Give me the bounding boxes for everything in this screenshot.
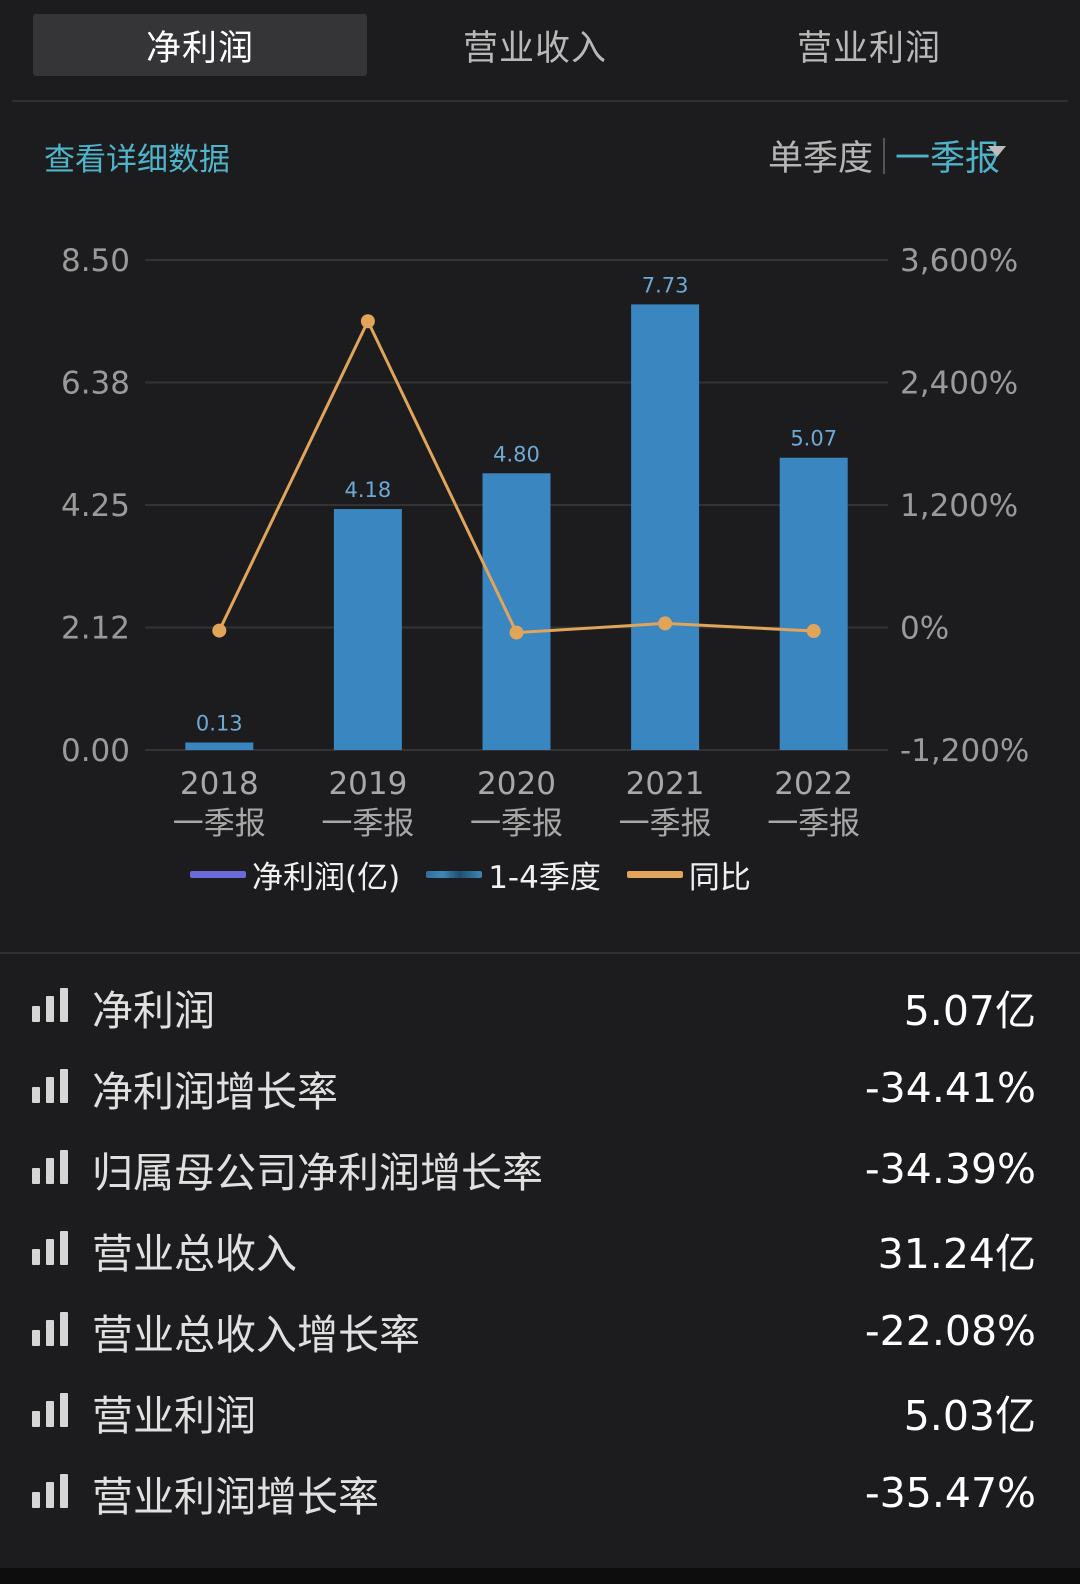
legend-swatch-quarters: [426, 871, 483, 878]
metric-label: 净利润增长率: [92, 1067, 338, 1116]
metric-value: -34.41%: [864, 1063, 1036, 1112]
bar-data-label: 4.18: [345, 478, 392, 502]
y-right-tick-label: 0%: [900, 611, 949, 647]
metric-tabs: 净利润 营业收入 营业利润: [0, 0, 1080, 102]
metrics-list: 净利润 5.07亿 净利润增长率 -34.41% 归属母公司净利润增长率 -34…: [0, 966, 1080, 1533]
yoy-point: [509, 625, 524, 640]
bar-chart-icon: [32, 1312, 70, 1346]
metric-row-net-profit-growth[interactable]: 净利润增长率 -34.41%: [0, 1047, 1080, 1128]
bar-chart-icon: [32, 988, 70, 1022]
x-tick-label-period: 一季报: [619, 806, 712, 842]
yoy-point: [658, 616, 673, 631]
bar-data-label: 5.07: [790, 427, 837, 451]
bar: [185, 742, 254, 750]
chart-legend: 净利润(亿) 1-4季度 同比: [190, 852, 777, 897]
legend-item-quarters[interactable]: 1-4季度: [426, 852, 601, 897]
metric-label: 净利润: [92, 986, 215, 1035]
yoy-point: [212, 623, 227, 638]
bar-chart-icon: [32, 1069, 70, 1103]
section-divider: [0, 952, 1080, 954]
bar-data-label: 4.80: [493, 442, 540, 466]
period-selected-value[interactable]: 一季报: [894, 139, 1000, 179]
metric-row-net-profit[interactable]: 净利润 5.07亿: [0, 966, 1080, 1047]
y-left-tick-label: 6.38: [61, 366, 130, 402]
bar: [482, 473, 551, 750]
metric-label: 营业总收入: [92, 1229, 297, 1278]
bar: [779, 457, 848, 750]
legend-swatch-yoy: [626, 871, 683, 878]
legend-item-net-profit[interactable]: 净利润(亿): [190, 852, 400, 897]
x-tick-label-year: 2018: [180, 766, 259, 802]
metric-row-total-revenue-growth[interactable]: 营业总收入增长率 -22.08%: [0, 1290, 1080, 1371]
bar-data-label: 7.73: [642, 273, 689, 297]
metric-value: 5.07亿: [903, 986, 1036, 1035]
net-profit-chart: 8.50 6.38 4.25 2.12 0.00 3,600% 2,400% 1,200% 0%…: [61, 243, 1029, 842]
legend-swatch-net-profit: [190, 871, 246, 878]
caret-down-icon[interactable]: [988, 146, 1006, 157]
metric-label: 营业总收入增长率: [92, 1310, 420, 1359]
tab-operating-profit[interactable]: 营业利润: [796, 28, 941, 69]
yoy-point: [806, 624, 821, 639]
x-tick-label-period: 一季报: [321, 806, 414, 842]
tab-revenue[interactable]: 营业收入: [462, 28, 607, 69]
bar-data-label: 0.13: [196, 712, 243, 736]
legend-label-quarters: 1-4季度: [488, 860, 601, 896]
metric-value: -22.08%: [864, 1306, 1036, 1355]
x-tick-label-year: 2020: [477, 766, 556, 802]
yoy-point: [360, 314, 375, 329]
period-selector[interactable]: 单季度 一季报: [768, 130, 1000, 181]
x-tick-label-period: 一季报: [767, 806, 860, 842]
x-tick-label-period: 一季报: [173, 806, 266, 842]
y-left-tick-label: 4.25: [61, 488, 130, 524]
bottom-bar: [0, 1568, 1080, 1584]
metric-value: -34.39%: [864, 1144, 1036, 1193]
view-details-link[interactable]: 查看详细数据: [44, 142, 230, 178]
bar: [333, 509, 402, 750]
y-left-tick-label: 8.50: [61, 243, 130, 279]
bar-chart-icon: [32, 1393, 70, 1427]
x-tick-label-period: 一季报: [470, 806, 563, 842]
tabs-divider: [12, 100, 1068, 102]
metric-row-operating-profit[interactable]: 营业利润 5.03亿: [0, 1371, 1080, 1452]
legend-item-yoy[interactable]: 同比: [626, 852, 751, 897]
tab-net-profit[interactable]: 净利润: [33, 14, 367, 76]
x-tick-label-year: 2022: [774, 766, 853, 802]
bar-chart-icon: [32, 1474, 70, 1508]
period-separator: [882, 137, 885, 174]
metric-row-total-revenue[interactable]: 营业总收入 31.24亿: [0, 1209, 1080, 1290]
y-right-tick-label: 1,200%: [900, 488, 1018, 524]
y-right-tick-label: 2,400%: [900, 366, 1018, 402]
y-right-tick-label: -1,200%: [900, 733, 1029, 769]
period-mode-label[interactable]: 单季度: [767, 139, 873, 179]
legend-label-yoy: 同比: [688, 860, 751, 896]
x-tick-label-year: 2019: [328, 766, 407, 802]
metric-value: 31.24亿: [877, 1229, 1036, 1278]
bar: [631, 304, 700, 750]
y-left-tick-label: 2.12: [61, 611, 130, 647]
metric-value: -35.47%: [864, 1468, 1036, 1517]
bar-chart-icon: [32, 1150, 70, 1184]
metric-label: 归属母公司净利润增长率: [92, 1148, 543, 1197]
metric-row-parent-net-profit-growth[interactable]: 归属母公司净利润增长率 -34.39%: [0, 1128, 1080, 1209]
x-tick-label-year: 2021: [626, 766, 705, 802]
bar-chart-icon: [32, 1231, 70, 1265]
y-left-tick-label: 0.00: [61, 733, 130, 769]
metric-label: 营业利润增长率: [92, 1472, 379, 1521]
metric-label: 营业利润: [92, 1391, 256, 1440]
metric-row-operating-profit-growth[interactable]: 营业利润增长率 -35.47%: [0, 1452, 1080, 1533]
metric-value: 5.03亿: [903, 1391, 1036, 1440]
legend-label-net-profit: 净利润(亿): [252, 860, 401, 896]
y-right-tick-label: 3,600%: [900, 243, 1018, 279]
